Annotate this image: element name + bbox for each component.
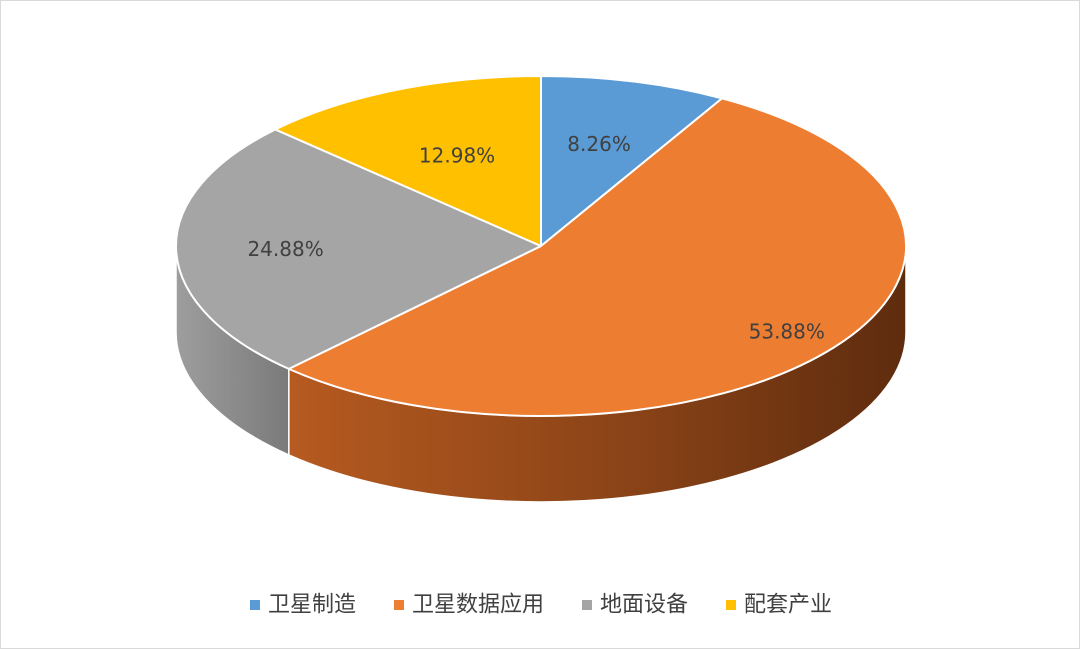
legend-swatch: [249, 600, 260, 610]
pie-slice-satellite-data-application: [287, 97, 907, 417]
pie-labels: 8.26% 53.88% 24.88% 12.98%: [247, 132, 824, 343]
legend-item-satellite-manufacturing: 卫星制造: [249, 593, 356, 618]
data-label-satellite-manufacturing: 8.26%: [567, 132, 631, 156]
data-label-satellite-data-application: 53.88%: [749, 319, 825, 343]
data-label-supporting-industry: 12.98%: [419, 143, 495, 167]
legend-swatch: [582, 600, 592, 610]
pie-tops: [175, 75, 907, 417]
legend: 卫星制造 卫星数据应用 地面设备 配套产业: [249, 593, 832, 618]
legend-swatch: [726, 600, 737, 610]
pie-slice-ground-equipment: [175, 128, 542, 370]
legend-swatch: [393, 600, 404, 610]
legend-label: 配套产业: [744, 593, 832, 618]
legend-item-satellite-data-application: 卫星数据应用: [393, 593, 544, 618]
data-label-ground-equipment: 24.88%: [247, 237, 323, 261]
pie-slice-supporting-industry: [274, 75, 542, 247]
legend-label: 地面设备: [600, 593, 688, 618]
pie-slice-satellite-manufacturing: [540, 75, 724, 247]
legend-item-ground-equipment: 地面设备: [582, 593, 688, 618]
legend-label: 卫星制造: [268, 593, 356, 618]
legend-item-supporting-industry: 配套产业: [726, 593, 832, 618]
legend-label: 卫星数据应用: [412, 593, 544, 618]
